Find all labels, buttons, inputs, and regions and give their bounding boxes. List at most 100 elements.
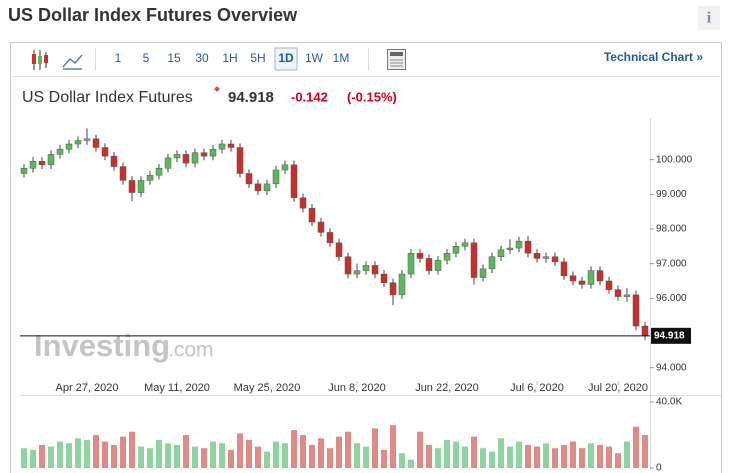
interval-button[interactable]: 15 — [167, 51, 181, 65]
interval-button[interactable]: 1W — [305, 51, 324, 65]
volume-bar — [273, 441, 279, 468]
candle-body — [20, 168, 28, 174]
watermark-domain: .com — [168, 339, 214, 362]
technical-chart-link[interactable]: Technical Chart » — [604, 50, 703, 64]
quote-change-percent: (-0.15%) — [347, 89, 397, 104]
volume-bar — [417, 431, 423, 468]
volume-bar — [390, 425, 396, 468]
candle-body — [236, 147, 244, 174]
candle-body — [335, 242, 343, 257]
y-tick-label: 97.000 — [656, 258, 687, 269]
candle-body — [119, 166, 127, 181]
volume-bar — [300, 435, 306, 468]
volume-bar — [201, 448, 207, 468]
y-tick-label: 94.000 — [656, 362, 687, 373]
interval-button[interactable]: 1H — [222, 51, 237, 65]
line-icon[interactable] — [62, 54, 83, 70]
x-tick-label: May 11, 2020 — [144, 382, 210, 394]
volume-bar — [624, 441, 630, 468]
volume-bar — [552, 448, 558, 468]
interval-button[interactable]: 1D — [278, 51, 294, 65]
volume-bar — [39, 444, 45, 468]
volume-bar — [534, 446, 540, 468]
candle-body — [371, 265, 379, 275]
volume-bar — [246, 439, 252, 468]
panel — [10, 42, 722, 473]
volume-tick-label: 0 — [656, 463, 662, 473]
instrument-name: US Dollar Index Futures — [22, 89, 193, 106]
candle-body — [101, 147, 109, 157]
volume-bar — [336, 436, 342, 468]
candle-body — [560, 261, 568, 277]
candle-body — [191, 152, 199, 164]
candle-body — [254, 183, 262, 192]
interval-button[interactable]: 5 — [143, 51, 150, 65]
candle-body — [398, 273, 406, 296]
volume-bar — [129, 431, 135, 468]
x-tick-label: May 25, 2020 — [234, 382, 301, 394]
volume-bar — [462, 446, 468, 468]
volume-bar — [471, 436, 477, 468]
interval-button[interactable]: 1M — [333, 51, 350, 65]
volume-bar — [237, 433, 243, 468]
candle-body — [614, 289, 622, 297]
candle-body — [425, 258, 433, 271]
settings-icon[interactable] — [387, 49, 406, 70]
candle-body — [605, 280, 613, 290]
volume-bar — [363, 446, 369, 468]
x-tick-label: Apr 27, 2020 — [56, 382, 119, 394]
volume-bar — [579, 448, 585, 468]
candle-body — [65, 143, 73, 150]
volume-bar — [21, 448, 27, 468]
x-tick-label: Jun 8, 2020 — [328, 382, 386, 394]
volume-bar — [156, 439, 162, 468]
candle-body — [362, 265, 370, 271]
volume-bar — [48, 446, 54, 468]
interval-button[interactable]: 5H — [250, 51, 265, 65]
quote-price: 94.918 — [228, 89, 274, 106]
candle-body — [434, 259, 442, 271]
last-price-label: 94.918 — [654, 330, 685, 341]
volume-tick-label: 40.0K — [656, 397, 682, 408]
y-tick-label: 98.000 — [656, 224, 687, 235]
volume-bar — [606, 446, 612, 468]
x-tick-label: Jul 20, 2020 — [588, 382, 648, 394]
candle-icon[interactable] — [32, 50, 48, 70]
volume-bar — [111, 444, 117, 468]
candle-body — [209, 148, 217, 157]
candle-body — [479, 268, 487, 278]
volume-bar — [255, 446, 261, 468]
candle-body — [587, 270, 595, 285]
candle-body — [182, 154, 190, 164]
interval-button[interactable]: 30 — [195, 51, 209, 65]
candle-body — [461, 242, 469, 247]
x-tick-label: Jun 22, 2020 — [415, 382, 479, 394]
flag-icon — [214, 86, 220, 92]
volume-bar — [372, 428, 378, 468]
candle-body — [551, 256, 559, 263]
volume-bar — [543, 443, 549, 468]
volume-bar — [588, 443, 594, 468]
info-icon[interactable]: i — [707, 10, 712, 27]
candle-body — [245, 173, 253, 185]
candle-body — [533, 252, 541, 259]
interval-button[interactable]: 1 — [115, 51, 122, 65]
candle-body — [146, 174, 154, 181]
candle-body — [299, 197, 307, 209]
candle-body — [407, 252, 415, 275]
candle-body — [470, 242, 478, 278]
volume-bar — [147, 448, 153, 468]
info-button[interactable] — [698, 6, 720, 30]
active-interval[interactable] — [274, 47, 298, 71]
volume-bar — [597, 444, 603, 468]
candle-body — [515, 240, 523, 249]
candle-body — [326, 232, 334, 244]
volume-bar — [282, 443, 288, 468]
candle-body — [389, 282, 397, 296]
volume-bar — [84, 439, 90, 468]
volume-bar — [408, 459, 414, 468]
volume-bar — [381, 449, 387, 468]
volume-bar — [291, 430, 297, 468]
volume-bar — [228, 449, 234, 468]
